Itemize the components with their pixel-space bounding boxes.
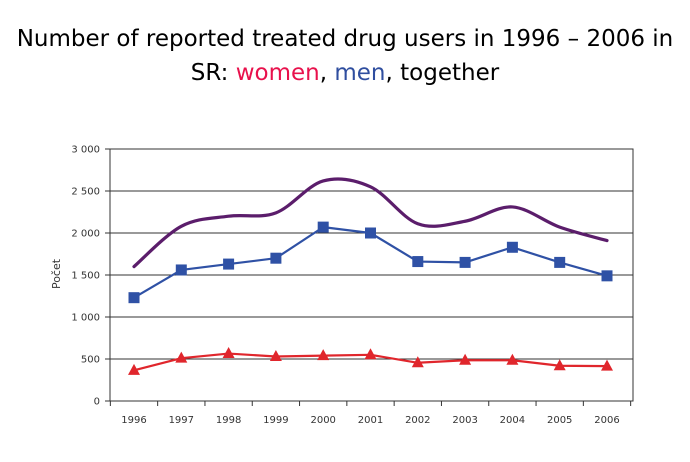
data-point-men xyxy=(128,292,140,304)
x-axis: 1996 1997 1998 1999 2000 2001 2002 2003 2004 2005… xyxy=(109,401,632,426)
x-tick-label: 1996 xyxy=(121,415,146,426)
title-separator-2: , xyxy=(385,60,401,86)
x-tick-label: 2001 xyxy=(358,415,383,426)
data-point-women xyxy=(269,349,282,361)
title-men-word: men xyxy=(334,60,386,86)
x-tick-label: 2005 xyxy=(547,415,572,426)
data-point-men xyxy=(412,256,424,268)
title-women-word: women xyxy=(235,60,320,86)
data-point-women xyxy=(411,356,424,368)
gridlines xyxy=(110,190,633,360)
data-point-women xyxy=(317,349,330,361)
data-point-women xyxy=(222,347,235,359)
series-women xyxy=(128,347,613,375)
title-separator-1: , xyxy=(319,60,335,86)
title-line-2: SR: women, men, together xyxy=(0,56,690,90)
y-tick-label: 2 000 xyxy=(71,229,100,240)
y-tick-label: 500 xyxy=(81,355,100,366)
data-point-men xyxy=(506,241,518,253)
data-point-men xyxy=(601,270,613,282)
data-point-women xyxy=(364,348,377,360)
x-tick-label: 2000 xyxy=(310,415,335,426)
series-men xyxy=(128,221,613,304)
data-point-women xyxy=(459,353,472,365)
x-tick-label: 1998 xyxy=(216,415,241,426)
data-point-men xyxy=(223,258,235,270)
chart-title: Number of reported treated drug users in… xyxy=(0,22,690,90)
y-tick-label: 0 xyxy=(94,397,100,408)
data-point-women xyxy=(175,351,188,363)
x-tick-label: 2002 xyxy=(405,415,430,426)
x-tick-label: 1997 xyxy=(169,415,194,426)
y-axis-label: Počet xyxy=(50,258,63,289)
data-point-men xyxy=(459,256,471,268)
title-together-word: together xyxy=(400,60,500,86)
x-tick-label: 1999 xyxy=(263,415,288,426)
series-line-together xyxy=(132,177,609,269)
y-tick-label: 3 000 xyxy=(71,145,100,156)
y-tick-label: 2 500 xyxy=(71,187,100,198)
data-point-women xyxy=(601,359,613,371)
data-point-men xyxy=(554,256,566,268)
data-point-women xyxy=(506,353,519,365)
title-line-1: Number of reported treated drug users in… xyxy=(16,26,674,52)
data-point-men xyxy=(175,264,187,276)
y-tick-label: 1 500 xyxy=(71,271,100,282)
data-point-women xyxy=(128,363,140,375)
y-axis: 0 500 1 000 1 500 2 000 2 500 3 000 xyxy=(71,145,110,408)
data-point-men xyxy=(270,252,282,264)
series-together xyxy=(132,177,609,269)
x-tick-label: 2003 xyxy=(452,415,477,426)
x-tick-label: 2006 xyxy=(594,415,619,426)
title-prefix: SR: xyxy=(190,60,236,86)
data-point-men xyxy=(365,227,376,239)
x-tick-label: 2004 xyxy=(500,415,525,426)
data-point-men xyxy=(317,221,329,233)
data-point-women xyxy=(553,359,566,371)
y-tick-label: 1 000 xyxy=(71,313,100,324)
